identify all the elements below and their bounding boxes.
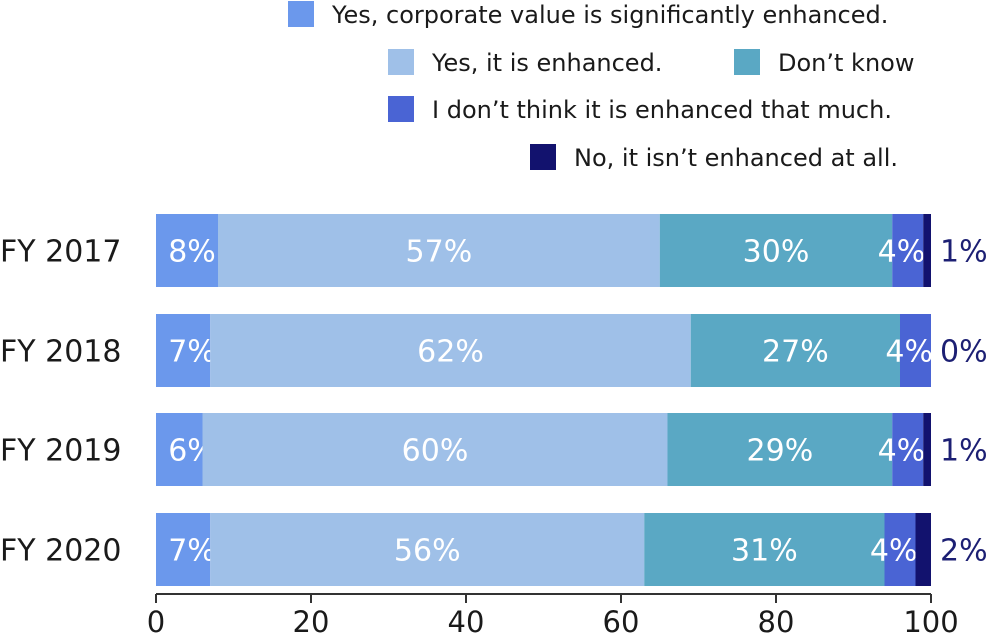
bar-segment [210,513,645,586]
data-label: 4% [878,235,926,270]
data-label: 0% [940,335,988,370]
x-tick-label: 20 [293,605,330,639]
data-label: 56% [394,534,461,569]
data-label: 29% [747,434,814,469]
bar-segment [915,513,931,586]
data-label: 1% [940,434,988,469]
data-label: 7% [168,335,216,370]
bar-segment [210,314,691,387]
x-axis: 0 20 40 60 80 100 [147,593,959,639]
bar-segment [156,314,211,387]
legend-swatch-1 [288,1,314,27]
data-label: 4% [885,335,933,370]
bar-segment [900,314,931,387]
legend-swatch-3 [734,49,760,75]
x-tick-label: 40 [448,605,485,639]
category-label: FY 2019 [0,434,121,469]
data-label: 57% [406,235,473,270]
bar-segment [923,214,931,287]
bar-segment [644,513,885,586]
data-label: 1% [940,235,988,270]
bar-segment [202,413,668,486]
data-label: 27% [762,335,829,370]
x-tick-label: 80 [758,605,795,639]
bar-segment [218,214,660,287]
data-label: 8% [168,235,216,270]
bar-segment [892,214,924,287]
data-label: 62% [417,335,484,370]
bar-segment [892,413,924,486]
legend-swatch-5 [530,144,556,170]
bar-segment [667,413,893,486]
bar-segment [884,513,916,586]
legend-label-5: No, it isn’t enhanced at all. [574,144,898,172]
data-label: 31% [731,534,798,569]
bar-segment [659,214,893,287]
x-tick-label: 100 [903,605,958,639]
bar-segment [690,314,900,387]
legend-swatch-4 [388,96,414,122]
data-label: 2% [940,534,988,569]
x-tick-label: 0 [147,605,165,639]
legend-label-3: Don’t know [778,49,914,77]
plot-area: FY 2017 8% 57% 30% 4% 1%FY 2018 7% 62% 27% 4% 0%FY… [0,214,988,586]
data-label: 60% [402,434,469,469]
data-label: 4% [870,534,918,569]
category-label: FY 2018 [0,335,121,370]
category-label: FY 2017 [0,235,121,270]
legend-label-1: Yes, corporate value is significantly en… [331,1,888,29]
legend-swatch-2 [388,49,414,75]
bar-segment [156,214,218,287]
bar-segment [923,413,931,486]
bar-segment [156,513,211,586]
data-label: 7% [168,534,216,569]
legend-label-4: I don’t think it is enhanced that much. [432,96,892,124]
category-label: FY 2020 [0,534,121,569]
x-tick-label: 60 [603,605,640,639]
data-label: 30% [743,235,810,270]
bar-segment [156,413,203,486]
legend: Yes, corporate value is significantly en… [288,1,914,172]
data-label: 4% [878,434,926,469]
legend-label-2: Yes, it is enhanced. [431,49,662,77]
